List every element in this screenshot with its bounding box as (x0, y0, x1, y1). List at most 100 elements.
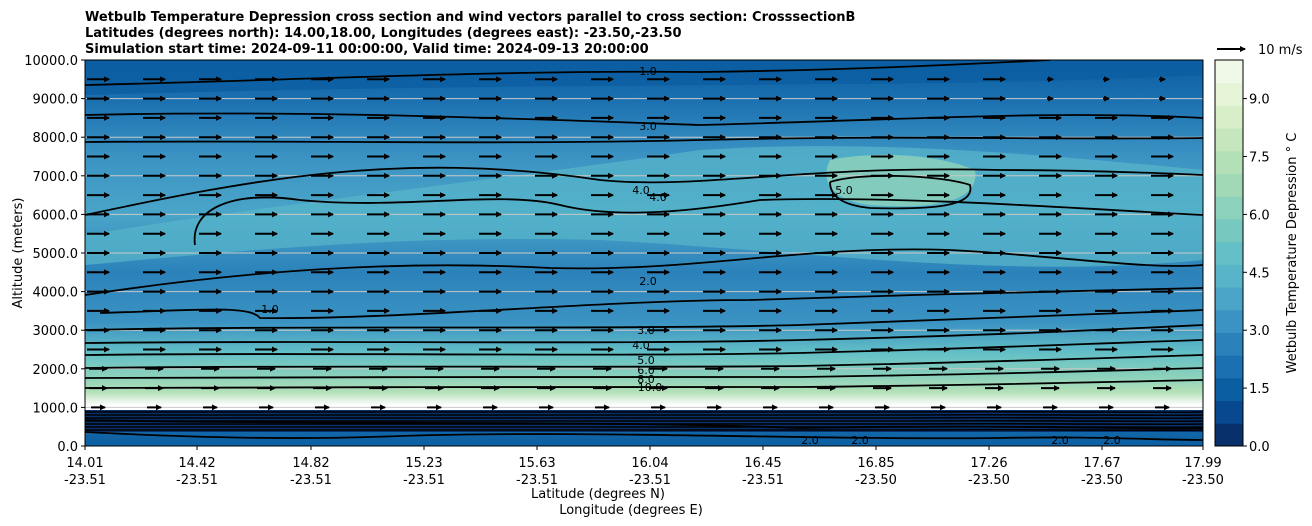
colorbar-tick-label: 6.0 (1249, 208, 1270, 223)
x-tick-label-lat: 16.85 (857, 456, 894, 471)
x-tick-label-lon: -23.51 (403, 473, 445, 488)
surface-contour-line (85, 413, 1203, 417)
colorbar-tick-label: 7.5 (1249, 151, 1270, 166)
contour-line (85, 339, 1203, 356)
contour-label: 2.0 (1103, 434, 1121, 447)
colorbar-segment (1215, 423, 1243, 447)
contour-label: 4.0 (632, 339, 650, 352)
colorbar-segment (1215, 150, 1243, 175)
contour-line (85, 112, 1203, 126)
chart-title-line1: Wetbulb Temperature Depression cross sec… (85, 10, 855, 25)
x-tick-label-lat: 14.01 (66, 456, 103, 471)
wind-vectors (87, 76, 1174, 411)
x-tick-label-lat: 16.04 (631, 456, 668, 471)
colorbar-segment (1215, 60, 1243, 84)
colorbar-segment (1215, 218, 1243, 243)
y-tick-label: 8000.0 (33, 131, 79, 146)
x-tick-label-lon: -23.50 (1081, 473, 1123, 488)
contour-label: 2.0 (1051, 434, 1069, 447)
y-tick-label: 7000.0 (33, 170, 79, 185)
contour-label: 2.0 (851, 434, 869, 447)
x-tick-label-lat: 15.23 (405, 456, 442, 471)
contour-line (85, 431, 1203, 441)
y-tick-label: 9000.0 (33, 93, 79, 108)
contour-label: 1.0 (639, 65, 657, 78)
y-tick-label: 4000.0 (33, 286, 79, 301)
x-tick-label-lon: -23.50 (855, 473, 897, 488)
contour-label: 2.0 (801, 434, 819, 447)
x-tick-label-lat: 17.67 (1083, 456, 1120, 471)
colorbar: 0.0 1.5 3.0 4.5 6.0 7.5 9.0 (1214, 59, 1270, 455)
x-tick-label-lon: -23.51 (64, 473, 106, 488)
surface-contour-line (85, 422, 1203, 426)
x-tick-label-lon: -23.51 (629, 473, 671, 488)
contour-label: 6.0 (637, 364, 655, 377)
upper-moist-region (85, 60, 1203, 95)
surface-contour-line (85, 419, 1203, 423)
y-tick-label: 3000.0 (33, 324, 79, 339)
contour-label: 2.0 (639, 275, 657, 288)
colorbar-tick-label: 0.0 (1249, 440, 1270, 455)
contour-line (85, 324, 1203, 344)
colorbar-segment (1215, 400, 1243, 424)
contour-label: 8.0 (637, 373, 655, 386)
colorbar-segment (1215, 287, 1243, 311)
y-axis-label: Altitude (meters) (11, 198, 26, 309)
colorbar-tick-label: 4.5 (1249, 266, 1270, 281)
colorbar-frame (1214, 59, 1244, 447)
x-tick-label-lon: -23.50 (1182, 473, 1224, 488)
x-tick-label-lat: 16.45 (744, 456, 781, 471)
x-tick-label-lat: 17.26 (970, 456, 1007, 471)
surface-contour-line (85, 428, 1203, 432)
contour-label: 1.0 (261, 303, 279, 316)
y-axis: 0.0 1000.0 2000.0 3000.0 4000.0 5000.0 6000.0 7… (24, 54, 85, 455)
contour-label: 3.0 (639, 120, 657, 133)
x-tick-label-lat: 15.63 (518, 456, 555, 471)
contour-line (99, 287, 1203, 320)
wind-key-label: 10 m/s (1258, 43, 1303, 58)
colorbar-segment (1215, 241, 1243, 265)
colorbar-segment (1215, 264, 1243, 288)
colorbar-segment (1215, 82, 1243, 106)
contour-label: 4.0 (649, 191, 667, 204)
y-tick-label: 1000.0 (33, 401, 79, 416)
y-tick-label: 0.0 (57, 440, 78, 455)
x-axis-label-lon: Longitude (degrees E) (559, 503, 703, 518)
colorbar-label: Wetbulb Temperature Depression ° C (1285, 133, 1300, 374)
contour-label: 4.0 (632, 184, 650, 197)
contour-line (85, 367, 1203, 379)
x-tick-label-lon: -23.51 (176, 473, 218, 488)
surface-contour-line (85, 410, 1203, 414)
surface-contour-line (85, 416, 1203, 420)
contour-line (85, 248, 1203, 296)
chart-title-line3: Simulation start time: 2024-09-11 00:00:… (85, 42, 649, 57)
x-tick-label-lon: -23.51 (516, 473, 558, 488)
colorbar-segment (1215, 332, 1243, 356)
x-tick-label-lon: -23.50 (968, 473, 1010, 488)
plot-area: 1.03.04.04.05.02.01.03.04.05.06.08.010.0… (85, 60, 1203, 447)
x-tick-label-lat: 14.42 (178, 456, 215, 471)
colorbar-tick-label: 9.0 (1249, 93, 1270, 108)
x-tick-label-lon: -23.51 (742, 473, 784, 488)
colorbar-segment (1215, 377, 1243, 402)
colorbar-tick-label: 1.5 (1249, 382, 1270, 397)
contour-line (85, 166, 1203, 216)
contour-label: 5.0 (637, 354, 655, 367)
colorbar-segment (1215, 355, 1243, 379)
surface-contour-line (85, 425, 1203, 429)
colorbar-segment (1215, 105, 1243, 129)
colorbar-segment (1215, 128, 1243, 152)
colorbar-segment (1215, 196, 1243, 220)
y-tick-label: 5000.0 (33, 247, 79, 262)
y-tick-label: 2000.0 (33, 363, 79, 378)
contour-line (85, 379, 1203, 389)
x-axis-label-lat: Latitude (degrees N) (531, 487, 665, 502)
colorbar-segment (1215, 173, 1243, 197)
colorbar-segment (1215, 309, 1243, 333)
y-tick-label: 6000.0 (33, 208, 79, 223)
contour-label: 3.0 (637, 324, 655, 337)
contour-line (85, 309, 1203, 331)
x-tick-label-lat: 14.82 (292, 456, 329, 471)
contour-label: 5.0 (835, 184, 853, 197)
